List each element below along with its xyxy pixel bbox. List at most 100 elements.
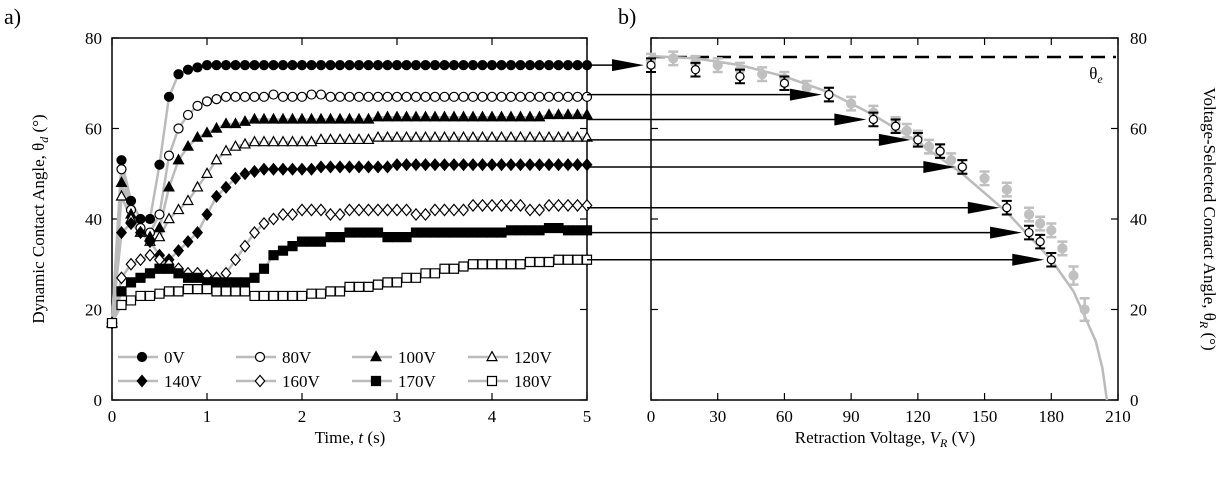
marker	[163, 286, 175, 297]
marker	[515, 225, 526, 236]
marker	[439, 91, 450, 102]
reference-label: θe	[1089, 64, 1103, 86]
marker	[258, 60, 270, 71]
marker	[372, 203, 384, 217]
marker	[571, 158, 584, 172]
marker	[505, 110, 517, 122]
x-axis-title: Retraction Voltage, VR (V)	[795, 428, 975, 450]
marker	[296, 112, 308, 124]
y-tick-label: 60	[1130, 120, 1147, 139]
marker	[182, 272, 194, 283]
marker	[957, 162, 967, 172]
marker	[267, 112, 280, 124]
marker	[571, 130, 584, 142]
marker	[543, 198, 555, 212]
marker	[410, 207, 422, 222]
marker	[429, 268, 441, 279]
marker	[287, 241, 298, 252]
marker	[524, 203, 536, 217]
marker	[305, 162, 318, 176]
marker	[144, 268, 156, 279]
marker	[211, 286, 222, 297]
marker	[230, 91, 241, 102]
y-axis-title: Voltage-Selected Contact Angle, θR (°)	[1197, 87, 1219, 350]
marker	[249, 290, 260, 302]
marker	[533, 110, 546, 122]
marker	[324, 133, 337, 145]
marker	[182, 139, 194, 151]
marker	[1001, 184, 1012, 195]
marker	[439, 227, 450, 238]
marker	[163, 263, 175, 274]
y-title-part: Voltage-Selected Contact Angle, θ	[1200, 87, 1219, 321]
marker	[306, 89, 317, 100]
marker	[419, 207, 432, 222]
marker	[268, 89, 279, 100]
x-tick-label: 2	[298, 407, 307, 426]
marker	[429, 158, 441, 172]
marker	[344, 91, 355, 102]
marker	[467, 198, 479, 212]
marker	[239, 137, 251, 149]
x-title-part: R	[939, 436, 948, 450]
arrow-head	[1012, 253, 1045, 266]
marker	[192, 100, 203, 111]
x-title-part: Retraction Voltage,	[795, 428, 930, 447]
marker	[543, 256, 555, 268]
arrow	[587, 133, 911, 146]
marker	[476, 198, 489, 212]
legend-label: 170V	[398, 372, 437, 391]
marker	[401, 91, 412, 102]
marker	[296, 60, 308, 71]
marker	[381, 160, 394, 174]
marker	[438, 130, 451, 142]
y-title-part: (°)	[1200, 328, 1219, 350]
marker	[211, 60, 222, 71]
marker	[514, 158, 527, 172]
marker	[267, 162, 280, 176]
marker	[486, 227, 498, 238]
marker	[201, 126, 213, 138]
marker	[495, 198, 508, 212]
marker	[211, 277, 222, 288]
y-title-part: Dynamic Contact Angle, θ	[29, 143, 48, 324]
marker	[163, 212, 175, 224]
marker	[239, 239, 251, 253]
marker	[125, 195, 137, 206]
reference-label-part: e	[1097, 72, 1103, 86]
marker	[353, 91, 365, 102]
marker	[277, 162, 289, 176]
x-title-part: t	[358, 428, 364, 447]
marker	[277, 91, 289, 102]
marker	[343, 160, 356, 174]
marker	[581, 91, 593, 102]
marker	[448, 158, 460, 172]
marker	[239, 60, 251, 71]
marker	[325, 60, 336, 71]
x-tick-label: 1	[203, 407, 212, 426]
marker	[230, 277, 241, 288]
x-title-part: (s)	[363, 428, 385, 447]
arrow-head	[967, 201, 1000, 214]
marker	[382, 232, 393, 243]
marker	[923, 141, 935, 152]
marker	[505, 60, 517, 71]
marker	[534, 91, 545, 102]
marker	[144, 290, 156, 302]
marker	[305, 112, 318, 124]
marker	[391, 158, 403, 172]
marker	[116, 286, 127, 297]
marker	[735, 71, 745, 82]
marker	[457, 130, 470, 142]
marker	[467, 158, 479, 172]
marker	[496, 91, 507, 102]
marker	[553, 60, 564, 71]
marker	[439, 60, 450, 71]
marker	[458, 60, 469, 71]
marker	[429, 91, 441, 102]
marker	[315, 236, 327, 247]
marker	[343, 203, 356, 217]
marker	[210, 189, 223, 203]
marker	[543, 60, 555, 71]
marker	[334, 232, 346, 243]
